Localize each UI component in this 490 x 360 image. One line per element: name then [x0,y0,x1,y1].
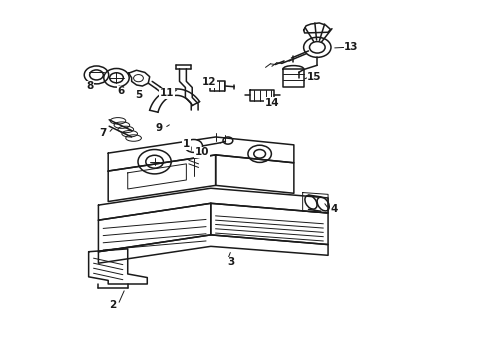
Text: 4: 4 [330,204,338,215]
Circle shape [185,139,202,152]
Text: 13: 13 [344,42,359,52]
Text: 3: 3 [228,257,235,267]
Text: 15: 15 [307,72,321,82]
Text: 9: 9 [156,123,163,133]
Text: 7: 7 [99,129,107,138]
Text: 11: 11 [160,88,174,98]
Text: 2: 2 [109,300,117,310]
Text: 14: 14 [265,98,279,108]
Text: 5: 5 [135,90,142,100]
Text: 12: 12 [201,77,216,87]
Text: 6: 6 [118,86,125,96]
Text: 1: 1 [183,139,190,149]
Text: 10: 10 [195,147,209,157]
Text: 8: 8 [86,81,93,91]
